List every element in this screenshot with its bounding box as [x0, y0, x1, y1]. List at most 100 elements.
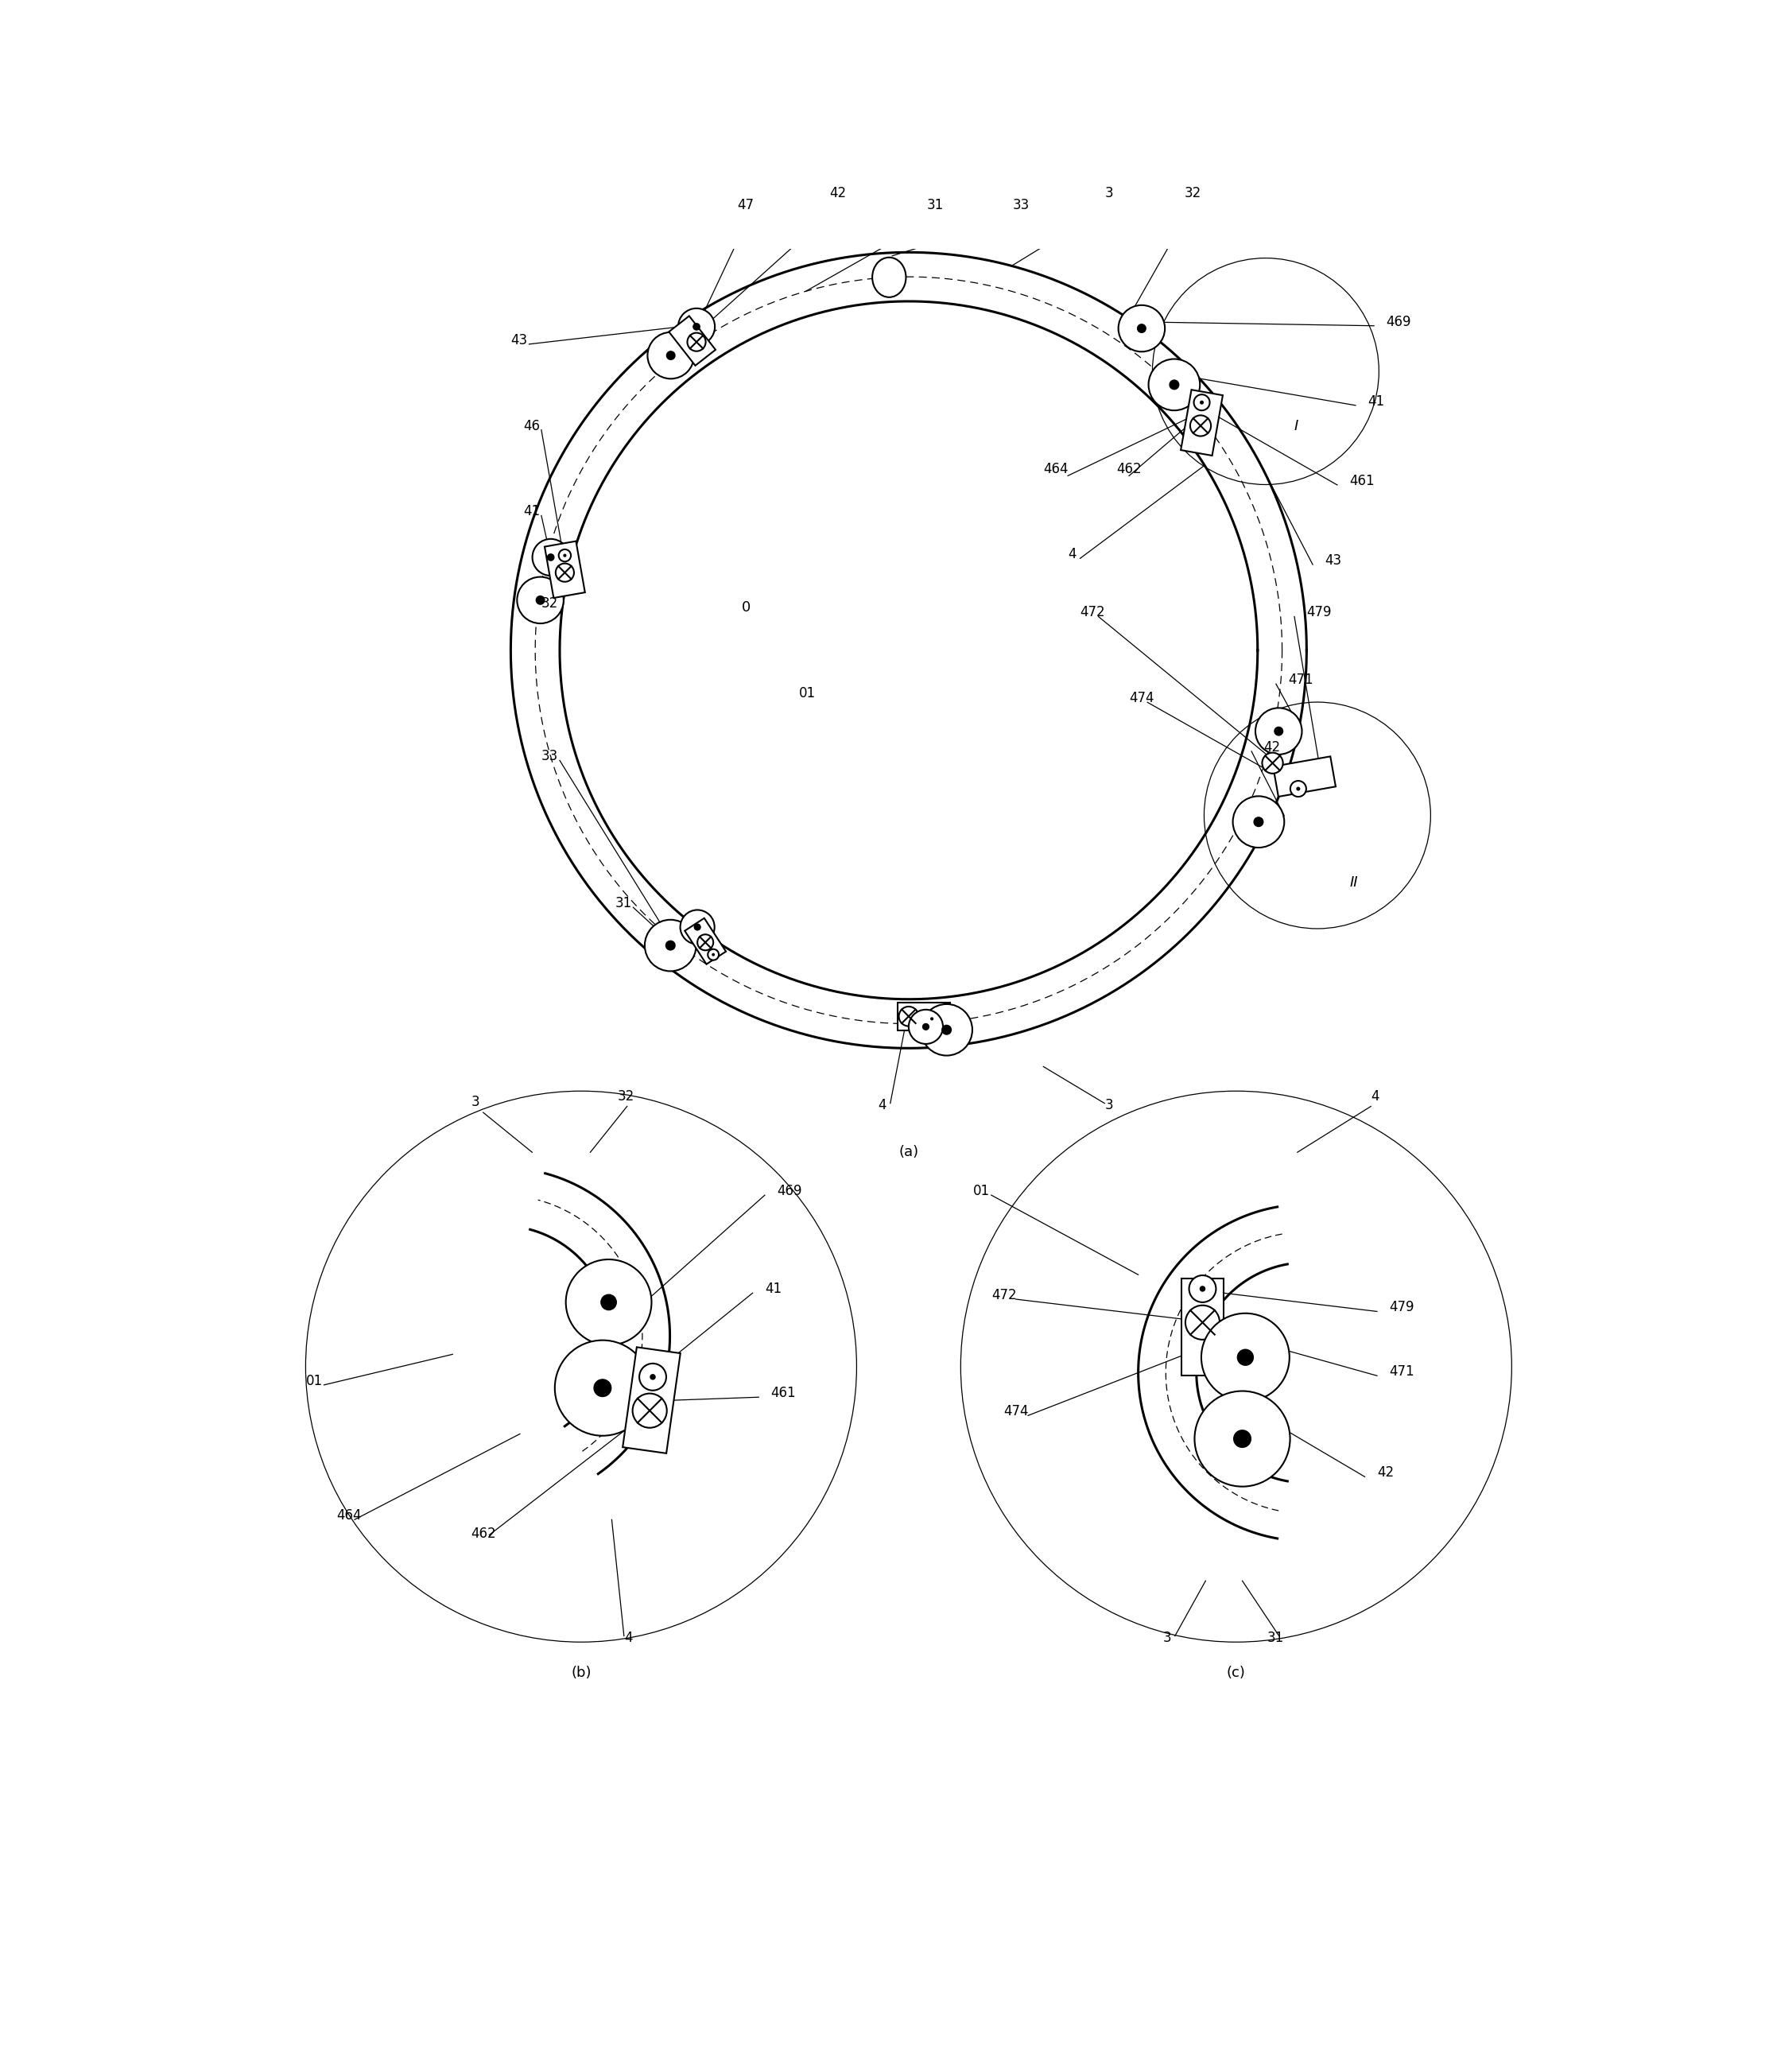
Circle shape [695, 924, 700, 930]
Text: 01: 01 [800, 686, 816, 700]
Circle shape [532, 539, 569, 576]
Circle shape [1291, 781, 1307, 798]
Circle shape [681, 910, 715, 945]
Circle shape [1138, 323, 1145, 334]
Circle shape [1238, 1349, 1254, 1365]
Text: 3: 3 [1105, 1098, 1113, 1113]
Text: 4: 4 [878, 1098, 886, 1113]
Circle shape [926, 1013, 938, 1026]
Circle shape [645, 920, 697, 972]
Circle shape [1232, 796, 1284, 847]
Circle shape [601, 1295, 617, 1310]
Text: 43: 43 [511, 334, 528, 348]
Text: I: I [1294, 419, 1298, 433]
Text: 31: 31 [927, 199, 943, 213]
Circle shape [647, 332, 693, 379]
Text: 471: 471 [1289, 673, 1314, 688]
Text: 3: 3 [1163, 1631, 1172, 1645]
Circle shape [667, 941, 676, 951]
Circle shape [305, 1092, 856, 1641]
Text: 479: 479 [1390, 1301, 1415, 1314]
Circle shape [899, 1007, 918, 1026]
Circle shape [1186, 1305, 1220, 1341]
Circle shape [908, 1009, 943, 1044]
Circle shape [1193, 394, 1209, 410]
Text: 464: 464 [1043, 462, 1069, 477]
Circle shape [1275, 727, 1284, 736]
Text: 47: 47 [738, 199, 754, 213]
Text: 462: 462 [472, 1527, 496, 1542]
Circle shape [697, 934, 713, 951]
Circle shape [1119, 305, 1165, 352]
Circle shape [931, 1017, 933, 1019]
Text: 42: 42 [830, 186, 846, 201]
Text: 41: 41 [1367, 394, 1385, 408]
Text: 4: 4 [1371, 1090, 1379, 1104]
Circle shape [558, 549, 571, 562]
Circle shape [633, 1394, 667, 1428]
Circle shape [677, 309, 715, 346]
Circle shape [518, 576, 564, 624]
Text: 32: 32 [617, 1090, 635, 1104]
Circle shape [1190, 414, 1211, 435]
Text: 33: 33 [541, 750, 558, 765]
Bar [668, 315, 716, 365]
Text: (b): (b) [571, 1666, 590, 1680]
Text: 461: 461 [1349, 474, 1374, 489]
Circle shape [1254, 816, 1262, 827]
Circle shape [1190, 1276, 1216, 1303]
Text: 0: 0 [741, 601, 752, 615]
Circle shape [564, 555, 566, 557]
Bar [1183, 1278, 1223, 1376]
Circle shape [693, 323, 700, 329]
Circle shape [555, 564, 574, 582]
Circle shape [535, 597, 544, 605]
Text: 33: 33 [1012, 199, 1030, 213]
Text: 42: 42 [1378, 1465, 1394, 1479]
Text: 41: 41 [764, 1283, 782, 1297]
Text: (c): (c) [1227, 1666, 1246, 1680]
Text: 464: 464 [337, 1508, 362, 1523]
Text: 479: 479 [1307, 605, 1332, 620]
Circle shape [1200, 402, 1204, 404]
Bar [1181, 390, 1223, 456]
Circle shape [707, 949, 718, 959]
Text: 469: 469 [777, 1183, 801, 1198]
Bar [684, 918, 725, 963]
Text: 4: 4 [624, 1631, 633, 1645]
Ellipse shape [872, 257, 906, 296]
Text: 472: 472 [991, 1289, 1016, 1303]
Text: 41: 41 [523, 503, 539, 518]
Circle shape [1170, 379, 1179, 390]
Circle shape [640, 1363, 667, 1390]
Text: 46: 46 [523, 419, 539, 433]
Text: 474: 474 [1129, 692, 1154, 704]
Text: 32: 32 [1184, 186, 1200, 201]
Text: 32: 32 [541, 597, 558, 611]
Circle shape [1255, 709, 1301, 754]
Circle shape [961, 1092, 1512, 1641]
Circle shape [922, 1024, 929, 1030]
Circle shape [1202, 1314, 1289, 1401]
Circle shape [1296, 787, 1300, 789]
Circle shape [1262, 752, 1284, 773]
Text: 43: 43 [1324, 553, 1342, 568]
Circle shape [548, 553, 553, 562]
Text: 01: 01 [973, 1183, 989, 1198]
Text: 31: 31 [615, 897, 631, 910]
Text: 471: 471 [1390, 1365, 1415, 1378]
Circle shape [920, 1005, 972, 1055]
Circle shape [1234, 1430, 1252, 1448]
Bar [1273, 756, 1335, 796]
Text: (a): (a) [899, 1146, 918, 1160]
Circle shape [688, 334, 706, 350]
Circle shape [1195, 1390, 1291, 1486]
Circle shape [555, 1341, 651, 1436]
Text: 472: 472 [1080, 605, 1105, 620]
Circle shape [594, 1380, 612, 1397]
Bar [544, 541, 585, 599]
Circle shape [941, 1026, 952, 1034]
Text: 42: 42 [1264, 740, 1280, 754]
Circle shape [667, 352, 676, 361]
Text: 3: 3 [1105, 186, 1113, 201]
